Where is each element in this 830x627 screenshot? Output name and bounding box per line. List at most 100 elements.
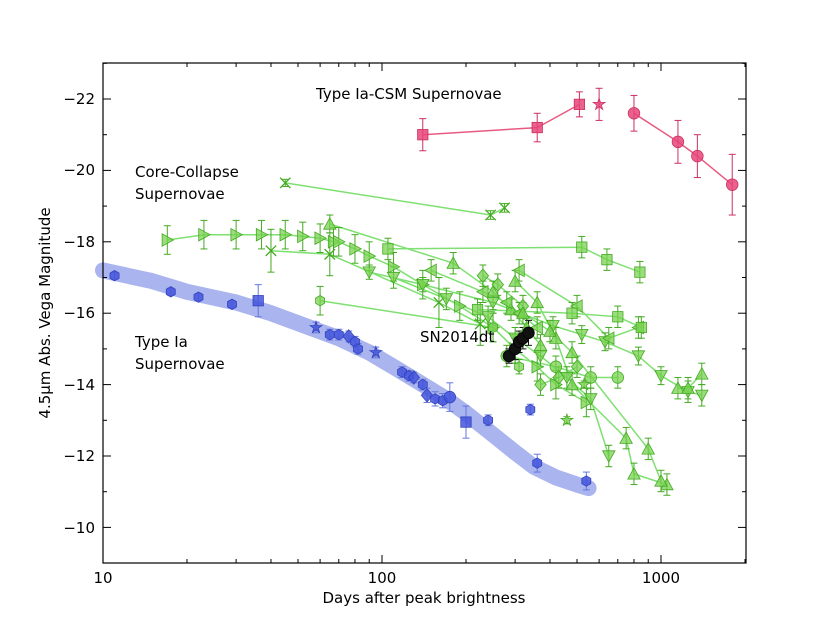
cc-point <box>559 412 575 427</box>
cc-point <box>654 370 668 383</box>
ia-point <box>165 286 176 298</box>
cc-point <box>576 377 592 391</box>
ia-point <box>407 370 421 385</box>
y-axis-title: 4.5μm Abs. Vega Magnitude <box>36 207 54 418</box>
cc-point-stroke-b <box>324 248 336 260</box>
cc-point <box>580 395 594 410</box>
sn2014dt-point <box>522 326 535 340</box>
cc-point <box>255 227 269 242</box>
cc-point <box>543 324 557 337</box>
cc-point <box>694 366 709 380</box>
ia-csm-line-2 <box>633 112 733 186</box>
ia-csm-point <box>671 135 685 149</box>
cc-point <box>498 202 511 214</box>
cc-point <box>314 231 328 246</box>
y-tick-label-10: −10 <box>63 519 95 537</box>
ia-csm-point <box>573 98 586 110</box>
x-tick-label-100: 100 <box>368 569 397 587</box>
cc-point <box>565 377 579 391</box>
cc-line-10 <box>518 269 639 340</box>
cc-point <box>297 229 310 244</box>
ia-point <box>252 295 264 307</box>
cc-point-stroke-b <box>484 209 497 221</box>
cc-point <box>230 227 244 242</box>
annotation-sn2014dt: SN2014dt <box>420 328 494 346</box>
cc-point <box>634 266 646 278</box>
annotation-type-ia-line2: Supernovae <box>135 355 225 373</box>
ia-point <box>483 414 494 426</box>
cc-point-stroke-b <box>265 245 277 257</box>
annotation-ia-csm: Type Ia-CSM Supernovae <box>315 85 502 103</box>
cc-point <box>514 361 524 373</box>
ia-point <box>532 457 543 469</box>
cc-point <box>387 259 401 274</box>
cc-point <box>476 268 490 284</box>
ia-point <box>581 475 592 487</box>
axis-ticks <box>102 62 746 563</box>
cc-line-0 <box>285 182 505 216</box>
ia-point <box>324 328 335 341</box>
y-tick-label-14: −14 <box>63 376 95 394</box>
ia-point <box>333 328 344 341</box>
cc-point <box>486 296 500 310</box>
ia-point <box>430 393 441 405</box>
cc-point <box>549 360 563 373</box>
cc-point <box>516 306 530 319</box>
y-tick-label-16: −16 <box>63 304 95 322</box>
cc-point <box>471 304 484 316</box>
ia-csm-point <box>531 121 543 134</box>
cc-point <box>508 274 522 287</box>
cc-point <box>439 293 454 306</box>
cc-point-stroke-b <box>474 318 486 330</box>
cc-point-stroke-b <box>279 177 291 189</box>
cc-point <box>474 318 486 330</box>
y-tick-label-18: −18 <box>63 233 95 251</box>
x-axis-title: Days after peak brightness <box>323 589 526 607</box>
cc-point <box>446 256 461 269</box>
y-tick-label-20: −20 <box>63 161 95 179</box>
cc-point-stroke-b <box>498 202 511 214</box>
ia-csm-point <box>726 178 739 191</box>
cc-point <box>454 299 467 313</box>
cc-line-5 <box>369 271 702 397</box>
cc-point <box>475 284 489 299</box>
cc-point <box>161 233 175 247</box>
cc-point <box>671 381 685 394</box>
annotation-core-collapse-line2: Supernovae <box>135 185 225 203</box>
cc-point <box>198 227 211 242</box>
cc-point <box>565 345 579 359</box>
x-tick-label-1000: 1000 <box>642 569 680 587</box>
cc-point <box>534 377 547 392</box>
ia-point <box>420 387 434 403</box>
cc-point <box>612 311 624 323</box>
cc-point <box>363 249 377 263</box>
cc-point <box>530 320 543 335</box>
ia-csm-point <box>627 107 641 120</box>
cc-point <box>570 359 584 375</box>
y-tick-label-12: −12 <box>63 447 95 465</box>
cc-point <box>386 271 401 285</box>
data-points <box>109 96 739 491</box>
cc-point <box>694 389 709 403</box>
ia-point <box>525 403 536 416</box>
cc-point <box>601 254 613 266</box>
cc-point <box>382 243 394 255</box>
ia-point <box>227 298 237 310</box>
cc-point <box>488 321 498 334</box>
cc-point <box>481 311 495 324</box>
ia-point <box>368 345 383 359</box>
cc-point <box>549 331 563 344</box>
cc-point <box>533 350 548 364</box>
ia-csm-point <box>691 149 704 163</box>
ia-point <box>460 416 472 428</box>
cc-point <box>279 227 293 242</box>
ia-csm-line-0 <box>422 103 580 136</box>
ia-point <box>193 291 204 303</box>
cc-point <box>512 263 525 278</box>
cc-point <box>654 473 668 487</box>
cc-point <box>265 245 277 257</box>
cc-point <box>324 248 336 260</box>
cc-point <box>491 277 505 292</box>
cc-point <box>576 241 588 253</box>
cc-point <box>349 242 363 256</box>
